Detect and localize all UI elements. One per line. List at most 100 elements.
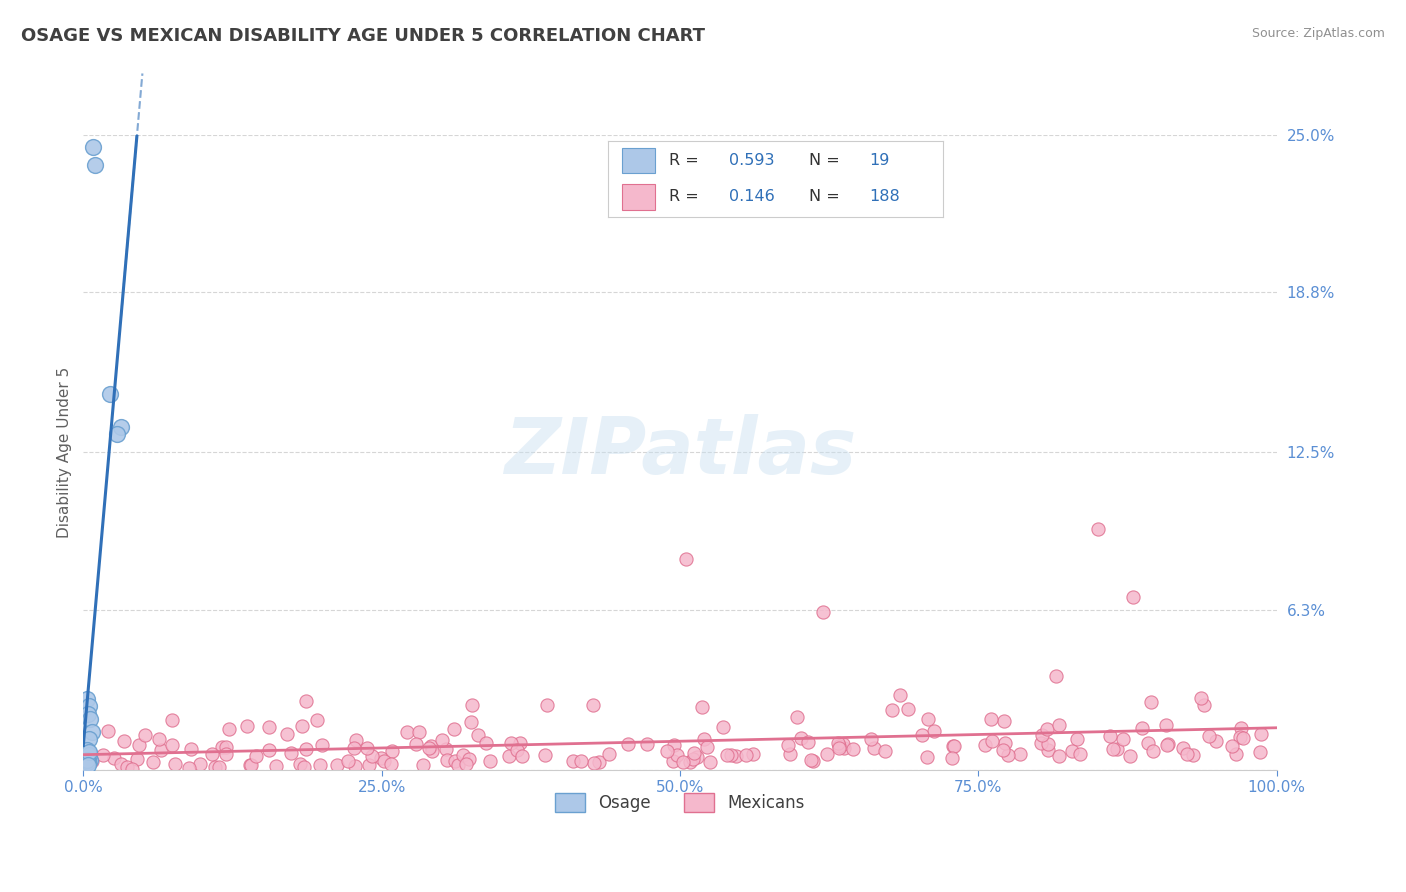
Point — [121, 762, 143, 776]
Point — [264, 759, 287, 773]
Point — [236, 719, 259, 733]
Point — [1156, 738, 1178, 752]
Point — [863, 740, 886, 755]
Point — [467, 729, 489, 743]
Point — [110, 756, 132, 771]
Point — [941, 751, 963, 765]
Point — [418, 741, 440, 756]
Point — [239, 757, 262, 772]
Point — [724, 748, 747, 763]
Point — [105, 427, 128, 442]
Point — [295, 742, 318, 756]
Point — [84, 158, 107, 172]
Point — [148, 732, 170, 747]
Text: OSAGE VS MEXICAN DISABILITY AGE UNDER 5 CORRELATION CHART: OSAGE VS MEXICAN DISABILITY AGE UNDER 5 … — [21, 27, 704, 45]
Point — [942, 739, 965, 753]
Point — [77, 750, 100, 764]
Point — [803, 754, 825, 768]
Point — [165, 757, 187, 772]
Point — [447, 757, 470, 772]
Point — [76, 691, 98, 706]
Point — [997, 747, 1019, 762]
Point — [444, 755, 467, 769]
Point — [80, 754, 103, 768]
Point — [720, 747, 742, 762]
Point — [1122, 590, 1144, 604]
Point — [337, 755, 360, 769]
Point — [458, 752, 481, 766]
Point — [208, 760, 231, 774]
Point — [110, 420, 132, 434]
Point — [657, 744, 679, 758]
Point — [1112, 731, 1135, 746]
Point — [162, 713, 184, 727]
Point — [91, 747, 114, 762]
Point — [499, 736, 522, 750]
Point — [1031, 728, 1053, 742]
Point — [405, 737, 427, 751]
Point — [1049, 718, 1071, 732]
Point — [276, 727, 298, 741]
Point — [831, 738, 853, 752]
Point — [1189, 690, 1212, 705]
Point — [815, 747, 838, 762]
Point — [77, 745, 100, 759]
Point — [177, 761, 200, 775]
Point — [582, 698, 605, 712]
Point — [373, 754, 395, 768]
Point — [460, 714, 482, 729]
Point — [828, 739, 851, 754]
Point — [77, 732, 100, 747]
Point — [1229, 721, 1251, 735]
Point — [1198, 730, 1220, 744]
Point — [897, 702, 920, 716]
Point — [408, 724, 430, 739]
Point — [917, 712, 939, 726]
Point — [993, 743, 1015, 757]
Point — [117, 760, 139, 774]
Point — [325, 758, 347, 772]
Point — [974, 739, 997, 753]
Point — [1157, 737, 1180, 751]
Point — [686, 750, 709, 764]
Point — [1029, 736, 1052, 750]
Point — [588, 755, 610, 769]
Point — [696, 739, 718, 754]
Point — [259, 743, 281, 757]
Point — [1119, 749, 1142, 764]
Point — [778, 739, 800, 753]
Point — [344, 733, 367, 747]
Point — [76, 753, 98, 767]
Point — [1194, 698, 1216, 713]
Point — [911, 728, 934, 742]
Point — [160, 738, 183, 752]
Point — [664, 738, 686, 752]
Point — [280, 747, 302, 761]
Point — [994, 736, 1017, 750]
Point — [506, 743, 529, 757]
Point — [734, 747, 756, 762]
Point — [1069, 747, 1091, 761]
Point — [693, 732, 716, 747]
Point — [98, 386, 121, 401]
Point — [889, 688, 911, 702]
Point — [598, 747, 620, 762]
Point — [980, 712, 1002, 726]
Text: Source: ZipAtlas.com: Source: ZipAtlas.com — [1251, 27, 1385, 40]
Point — [1102, 742, 1125, 756]
Y-axis label: Disability Age Under 5: Disability Age Under 5 — [58, 367, 72, 538]
Point — [679, 755, 702, 769]
Point — [460, 698, 482, 712]
Point — [218, 722, 240, 736]
Point — [344, 759, 367, 773]
Point — [77, 756, 100, 770]
Point — [451, 747, 474, 762]
Point — [77, 699, 100, 714]
Point — [1232, 731, 1254, 746]
Point — [875, 744, 897, 758]
Point — [436, 753, 458, 767]
Point — [134, 728, 156, 742]
Point — [79, 712, 101, 726]
Point — [915, 749, 938, 764]
Point — [307, 713, 329, 727]
